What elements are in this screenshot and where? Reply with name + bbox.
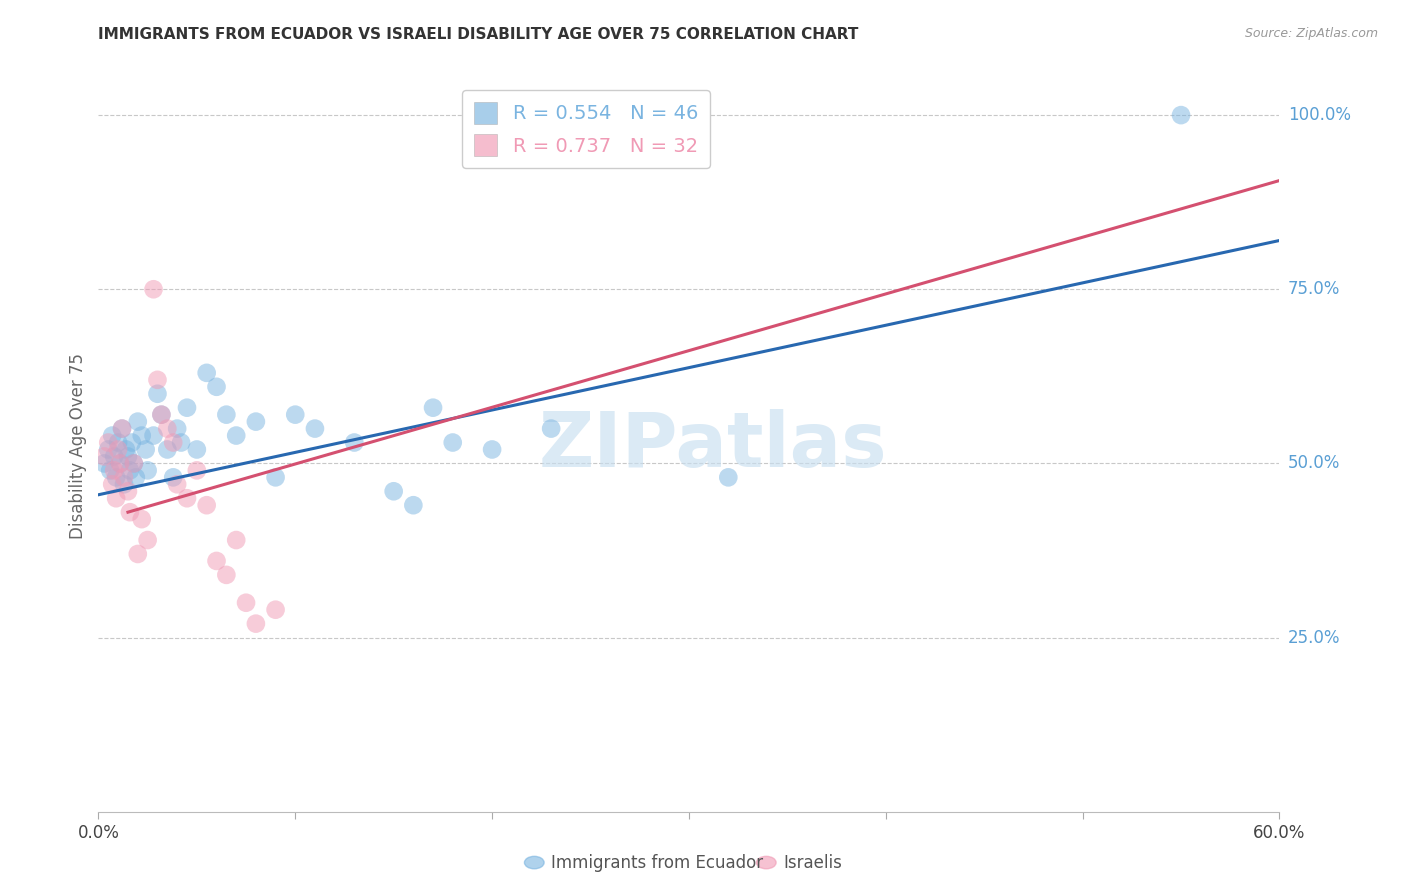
Point <box>117 450 139 464</box>
Point <box>1170 108 1192 122</box>
Point <box>422 401 444 415</box>
Point <box>245 415 267 429</box>
Text: 25.0%: 25.0% <box>1288 629 1340 647</box>
Point <box>540 421 562 435</box>
Point <box>156 421 179 435</box>
Point <box>112 477 135 491</box>
Point <box>150 408 173 422</box>
Text: Immigrants from Ecuador: Immigrants from Ecuador <box>551 854 763 871</box>
Point <box>118 463 141 477</box>
Text: 100.0%: 100.0% <box>1288 106 1351 124</box>
Point <box>166 421 188 435</box>
Point <box>131 428 153 442</box>
Point <box>245 616 267 631</box>
Text: 50.0%: 50.0% <box>1288 454 1340 473</box>
Point <box>97 435 120 450</box>
Point <box>481 442 503 457</box>
Point <box>186 442 208 457</box>
Point <box>402 498 425 512</box>
Point <box>235 596 257 610</box>
Point <box>215 567 238 582</box>
Point <box>162 470 184 484</box>
Point <box>304 421 326 435</box>
Y-axis label: Disability Age Over 75: Disability Age Over 75 <box>69 353 87 539</box>
Point <box>101 428 124 442</box>
Point <box>264 603 287 617</box>
Point <box>717 470 740 484</box>
Point <box>186 463 208 477</box>
Point <box>105 470 128 484</box>
Point <box>135 442 157 457</box>
Point <box>225 533 247 547</box>
Point <box>112 470 135 484</box>
Point <box>127 415 149 429</box>
Point <box>176 401 198 415</box>
Point <box>108 457 131 471</box>
Point <box>121 435 143 450</box>
Point <box>118 505 141 519</box>
Point <box>195 366 218 380</box>
Point <box>105 491 128 506</box>
Point <box>93 457 115 471</box>
Point <box>343 435 366 450</box>
Point <box>107 442 129 457</box>
Point <box>264 470 287 484</box>
Point <box>176 491 198 506</box>
Point <box>170 435 193 450</box>
Point <box>131 512 153 526</box>
Point <box>103 463 125 477</box>
Point <box>284 408 307 422</box>
Point <box>146 386 169 401</box>
Point <box>382 484 405 499</box>
Point <box>156 442 179 457</box>
Point <box>166 477 188 491</box>
Point <box>111 421 134 435</box>
Point <box>205 380 228 394</box>
Point <box>97 442 120 457</box>
Text: Source: ZipAtlas.com: Source: ZipAtlas.com <box>1244 27 1378 40</box>
Point <box>127 547 149 561</box>
Point <box>136 463 159 477</box>
Text: ZIPatlas: ZIPatlas <box>538 409 887 483</box>
Point <box>103 450 125 464</box>
Point <box>117 484 139 499</box>
Point <box>142 428 165 442</box>
Point <box>111 421 134 435</box>
Point <box>136 533 159 547</box>
Point <box>142 282 165 296</box>
Point <box>162 435 184 450</box>
Point <box>101 477 124 491</box>
Point <box>98 463 121 477</box>
Point <box>107 435 129 450</box>
Point <box>195 498 218 512</box>
Point <box>441 435 464 450</box>
Point <box>215 408 238 422</box>
Text: IMMIGRANTS FROM ECUADOR VS ISRAELI DISABILITY AGE OVER 75 CORRELATION CHART: IMMIGRANTS FROM ECUADOR VS ISRAELI DISAB… <box>98 27 859 42</box>
Point <box>115 442 138 457</box>
Point <box>146 373 169 387</box>
Text: Israelis: Israelis <box>783 854 842 871</box>
Point <box>122 457 145 471</box>
Point <box>93 450 115 464</box>
Text: 75.0%: 75.0% <box>1288 280 1340 298</box>
Point <box>125 470 148 484</box>
Point <box>225 428 247 442</box>
Point <box>205 554 228 568</box>
Legend: R = 0.554   N = 46, R = 0.737   N = 32: R = 0.554 N = 46, R = 0.737 N = 32 <box>463 90 710 168</box>
Point <box>150 408 173 422</box>
Point <box>122 457 145 471</box>
Point <box>108 457 131 471</box>
